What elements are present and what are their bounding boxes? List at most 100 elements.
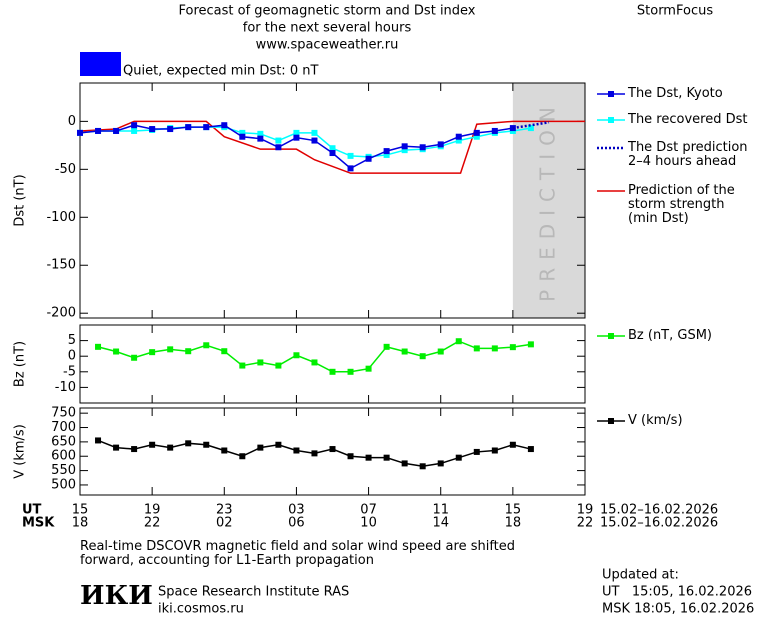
y-tick-label: 600 xyxy=(51,449,76,464)
point xyxy=(311,137,318,144)
y-tick-label: 750 xyxy=(51,406,76,421)
y-tick-label: 0 xyxy=(68,349,76,364)
point xyxy=(149,126,156,133)
legend-marker xyxy=(608,418,614,424)
point xyxy=(257,359,264,366)
legend-label: Bz (nT, GSM) xyxy=(628,328,713,343)
point xyxy=(293,447,300,454)
point xyxy=(455,454,462,461)
status-box xyxy=(80,52,121,76)
updated: Updated at: xyxy=(602,568,679,583)
point xyxy=(491,345,498,352)
x-tick-label: 14 xyxy=(432,516,449,531)
point xyxy=(401,147,408,154)
point xyxy=(77,129,83,136)
point xyxy=(311,359,318,366)
y-tick-label: -150 xyxy=(46,258,76,273)
point xyxy=(455,137,462,144)
point xyxy=(275,137,282,144)
point xyxy=(113,444,120,451)
point xyxy=(203,441,210,448)
point xyxy=(113,127,120,134)
point xyxy=(185,124,192,131)
prediction-band xyxy=(512,83,585,318)
point xyxy=(437,460,444,467)
point xyxy=(221,122,228,129)
footnote: Real-time DSCOVR magnetic field and sola… xyxy=(80,539,516,568)
y-tick-label: 500 xyxy=(51,477,76,492)
legend-label: V (km/s) xyxy=(628,413,683,428)
series-line xyxy=(79,120,585,174)
point xyxy=(275,144,282,151)
point xyxy=(95,437,102,444)
subtitle: for the next several hours xyxy=(243,21,412,36)
point xyxy=(473,129,480,136)
point xyxy=(221,348,228,355)
x-tick-label: 03 xyxy=(288,503,305,518)
point xyxy=(239,129,246,136)
point xyxy=(203,342,210,349)
msk-label: MSK xyxy=(22,516,55,531)
x-tick-label: 10 xyxy=(360,516,377,531)
point xyxy=(239,453,246,460)
point xyxy=(401,143,408,150)
point xyxy=(365,365,372,372)
x-tick-label: 18 xyxy=(72,516,89,531)
point xyxy=(419,353,426,360)
plot-frame xyxy=(79,324,586,404)
point xyxy=(95,343,102,350)
legend-label: The Dst, Kyoto xyxy=(628,86,723,101)
series-line xyxy=(97,340,532,373)
institute: Space Research Institute RAS xyxy=(158,585,349,600)
point xyxy=(347,165,354,172)
point xyxy=(347,152,354,159)
x-tick-label: 11 xyxy=(432,503,449,518)
point xyxy=(239,133,246,140)
y-axis-label: Bz (nT) xyxy=(13,341,28,387)
legend-marker xyxy=(608,333,614,339)
point xyxy=(257,130,264,137)
title: Forecast of geomagnetic storm and Dst in… xyxy=(178,4,475,19)
point xyxy=(401,348,408,355)
point xyxy=(383,454,390,461)
point xyxy=(239,362,246,369)
point xyxy=(527,341,534,348)
point xyxy=(293,129,300,136)
point xyxy=(311,129,318,136)
y-axis-label: V (km/s) xyxy=(13,424,28,479)
point xyxy=(293,134,300,141)
point xyxy=(509,441,516,448)
legend-label: The Dst prediction 2–4 hours ahead xyxy=(628,140,748,169)
plot-frame xyxy=(79,82,586,319)
y-tick-label: -100 xyxy=(46,210,76,225)
point xyxy=(491,127,498,134)
y-tick-label: -10 xyxy=(55,380,76,395)
point xyxy=(293,352,300,359)
x-tick-label: 19 xyxy=(577,503,594,518)
point xyxy=(329,368,336,375)
date-range: 15.02–16.02.2026 xyxy=(600,503,718,518)
point xyxy=(257,135,264,142)
point xyxy=(131,127,138,134)
legend-marker xyxy=(608,117,614,123)
point xyxy=(437,348,444,355)
point xyxy=(437,141,444,148)
updated-ut: UT 15:05, 16.02.2026 xyxy=(602,585,752,600)
point xyxy=(473,448,480,455)
point xyxy=(419,144,426,151)
x-tick-label: 19 xyxy=(144,503,161,518)
point xyxy=(401,460,408,467)
url: www.spaceweather.ru xyxy=(256,38,399,53)
y-tick-label: -5 xyxy=(63,364,76,379)
x-tick-label: 18 xyxy=(505,516,522,531)
point xyxy=(167,346,174,353)
legend-label: Prediction of the storm strength (min Ds… xyxy=(628,183,735,226)
point xyxy=(365,454,372,461)
logo: ИКИ xyxy=(80,581,153,611)
status-text: Quiet, expected min Dst: 0 nT xyxy=(123,64,318,79)
point xyxy=(311,450,318,457)
point xyxy=(131,122,138,129)
point xyxy=(275,362,282,369)
